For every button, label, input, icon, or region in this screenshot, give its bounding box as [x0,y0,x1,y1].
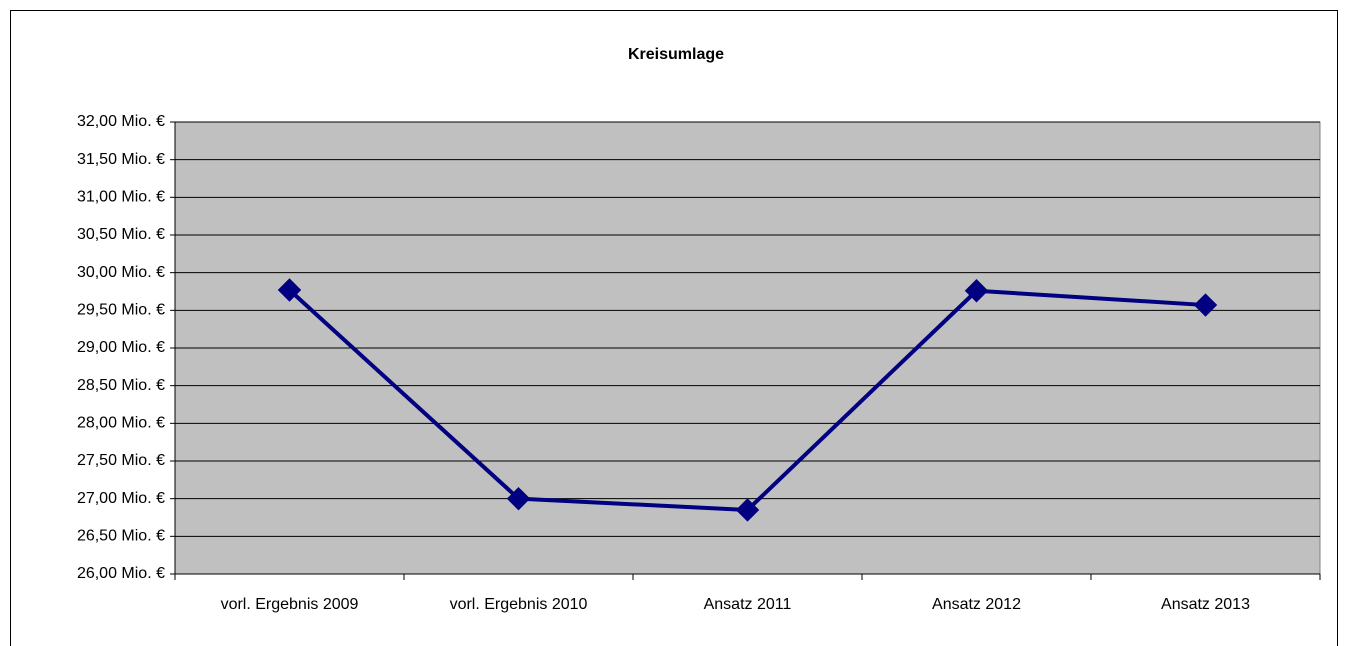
y-tick-label: 29,50 Mio. € [77,302,165,319]
y-tick-label: 27,50 Mio. € [77,452,165,469]
data-marker [735,498,760,522]
y-tick-label: 28,00 Mio. € [77,415,165,432]
y-tick-label: 31,00 Mio. € [77,189,165,206]
x-tick-label: vorl. Ergebnis 2009 [221,596,359,613]
y-tick-label: 30,50 Mio. € [77,226,165,243]
chart-title: Kreisumlage [628,46,724,63]
data-marker [506,486,531,511]
y-tick-label: 26,50 Mio. € [77,528,165,545]
y-tick-label: 28,50 Mio. € [77,377,165,394]
y-tick-label: 30,00 Mio. € [77,264,165,281]
y-tick-label: 27,00 Mio. € [77,490,165,507]
x-tick-label: Ansatz 2011 [704,596,792,613]
data-marker [277,278,302,302]
data-marker [1193,293,1218,317]
x-tick-label: Ansatz 2012 [932,596,1021,613]
y-tick-label: 31,50 Mio. € [77,151,165,168]
x-tick-label: vorl. Ergebnis 2010 [450,596,588,613]
y-tick-label: 29,00 Mio. € [77,339,165,356]
data-marker [964,279,989,303]
y-tick-label: 26,00 Mio. € [77,565,165,582]
y-tick-label: 32,00 Mio. € [77,113,165,130]
x-tick-label: Ansatz 2013 [1161,596,1250,613]
